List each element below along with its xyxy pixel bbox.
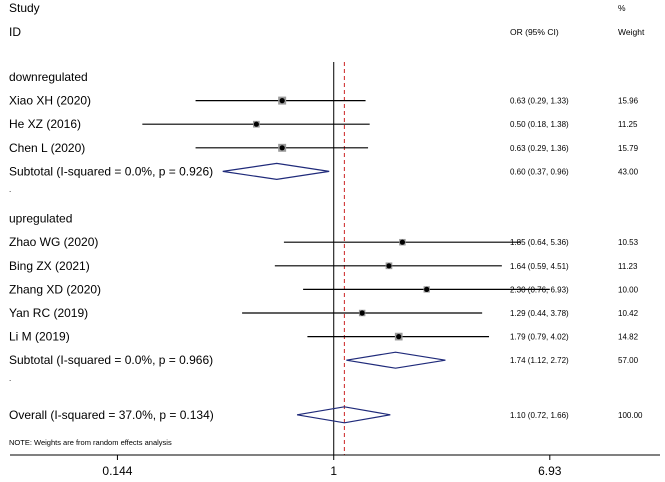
group-label: downregulated [9, 70, 88, 84]
subtotal-diamond [346, 351, 446, 369]
ci-value: 1.74 (1.12, 2.72) [510, 356, 569, 365]
weight-value: 14.82 [618, 333, 639, 342]
weight-value: 100.00 [618, 411, 643, 420]
weight-value: 10.53 [618, 238, 639, 247]
ci-value: 1.64 (0.59, 4.51) [510, 262, 569, 271]
ci-value: 1.79 (0.79, 4.02) [510, 333, 569, 342]
ci-value: 1.10 (0.72, 1.66) [510, 411, 569, 420]
separator-mark: . [9, 374, 11, 383]
ci-value: 2.30 (0.76, 6.93) [510, 285, 569, 294]
point-estimate [359, 310, 365, 316]
point-estimate [396, 334, 402, 340]
header-ci: OR (95% CI) [510, 27, 559, 37]
point-estimate [399, 239, 405, 245]
weight-value: 43.00 [618, 167, 639, 176]
footnote: NOTE: Weights are from random effects an… [9, 438, 172, 447]
weight-value: 10.00 [618, 285, 639, 294]
separator-mark: . [9, 185, 11, 194]
study-label: Li M (2019) [9, 330, 70, 344]
header-percent: % [618, 3, 626, 13]
weight-value: 10.42 [618, 309, 639, 318]
x-tick-label: 0.144 [102, 464, 132, 478]
ci-value: 1.29 (0.44, 3.78) [510, 309, 569, 318]
ci-value: 0.50 (0.18, 1.38) [510, 120, 569, 129]
header-weight: Weight [618, 27, 645, 37]
study-label: Xiao XH (2020) [9, 94, 91, 108]
weight-value: 57.00 [618, 356, 639, 365]
point-estimate [253, 121, 259, 127]
x-tick-label: 6.93 [538, 464, 562, 478]
study-label: Yan RC (2019) [9, 306, 88, 320]
weight-value: 11.23 [618, 262, 638, 271]
overall-label: Overall (I-squared = 37.0%, p = 0.134) [9, 408, 214, 422]
weight-value: 15.79 [618, 144, 639, 153]
weight-value: 11.25 [618, 120, 638, 129]
weight-value: 15.96 [618, 97, 639, 106]
header-id: ID [9, 25, 21, 39]
subtotal-label: Subtotal (I-squared = 0.0%, p = 0.966) [9, 353, 213, 367]
ci-value: 0.63 (0.29, 1.33) [510, 97, 569, 106]
point-estimate [279, 98, 285, 104]
study-label: Bing ZX (2021) [9, 259, 90, 273]
study-label: He XZ (2016) [9, 117, 81, 131]
study-label: Zhao WG (2020) [9, 235, 98, 249]
point-estimate [386, 263, 392, 269]
point-estimate [424, 286, 430, 292]
group-label: upregulated [9, 212, 72, 226]
ci-value: 0.63 (0.29, 1.36) [510, 144, 569, 153]
overall-diamond [296, 406, 391, 424]
subtotal-label: Subtotal (I-squared = 0.0%, p = 0.926) [9, 164, 213, 178]
header-study: Study [9, 1, 40, 15]
study-label: Chen L (2020) [9, 141, 85, 155]
subtotal-diamond [222, 162, 330, 181]
point-estimate [279, 145, 285, 151]
study-label: Zhang XD (2020) [9, 282, 101, 296]
ci-value: 0.60 (0.37, 0.96) [510, 167, 569, 176]
ci-value: 1.85 (0.64, 5.36) [510, 238, 569, 247]
x-tick-label: 1 [330, 464, 337, 478]
